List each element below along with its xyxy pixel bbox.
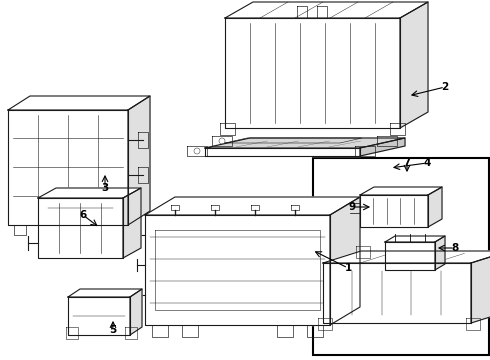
Polygon shape (205, 138, 405, 148)
Text: 6: 6 (79, 210, 87, 220)
Text: 1: 1 (344, 263, 352, 273)
Polygon shape (400, 2, 428, 128)
Polygon shape (323, 263, 471, 323)
Polygon shape (323, 251, 490, 263)
Polygon shape (128, 96, 150, 225)
Polygon shape (8, 110, 128, 225)
Polygon shape (471, 251, 490, 323)
Polygon shape (428, 187, 442, 227)
Text: 9: 9 (348, 202, 356, 212)
Text: 5: 5 (109, 325, 117, 335)
Polygon shape (360, 195, 428, 227)
Bar (313, 158, 489, 355)
Polygon shape (38, 198, 123, 258)
Polygon shape (38, 188, 141, 198)
Polygon shape (435, 236, 445, 270)
Polygon shape (8, 96, 150, 110)
Polygon shape (145, 215, 330, 325)
Text: 2: 2 (441, 82, 449, 92)
Polygon shape (385, 236, 445, 242)
Polygon shape (123, 188, 141, 258)
Text: 7: 7 (403, 157, 411, 167)
Text: 3: 3 (101, 183, 109, 193)
Polygon shape (330, 197, 360, 325)
Polygon shape (68, 297, 130, 335)
Polygon shape (68, 289, 142, 297)
Polygon shape (145, 197, 360, 215)
Polygon shape (225, 18, 400, 128)
Polygon shape (225, 2, 428, 18)
Text: 8: 8 (451, 243, 459, 253)
Polygon shape (130, 289, 142, 335)
Polygon shape (360, 187, 442, 195)
Polygon shape (360, 138, 405, 156)
Text: 4: 4 (423, 158, 431, 168)
Polygon shape (205, 148, 360, 156)
Polygon shape (385, 242, 435, 270)
